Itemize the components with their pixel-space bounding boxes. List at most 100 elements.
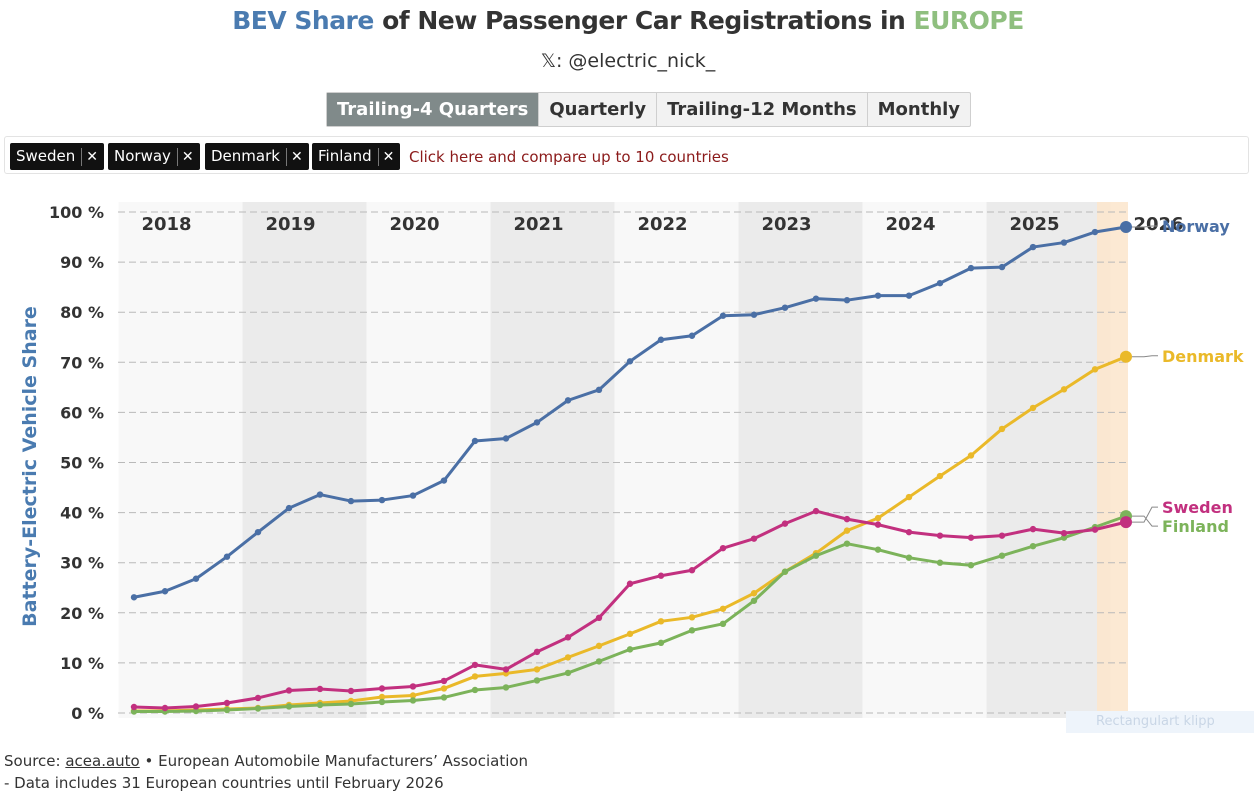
series-sweden: Sweden <box>130 498 1233 712</box>
snip-overlay: Rectangulart klipp <box>1066 711 1254 733</box>
data-point-denmark <box>1091 366 1099 373</box>
data-point-denmark <box>936 472 944 480</box>
year-band-2025 <box>986 202 1111 718</box>
data-point-sweden <box>843 515 851 523</box>
data-point-norway <box>1120 221 1132 234</box>
chip-label: Finland <box>318 147 372 165</box>
data-point-norway <box>285 504 293 512</box>
data-point-finland <box>595 658 603 665</box>
data-point-finland <box>688 627 696 634</box>
data-point-norway <box>161 588 169 595</box>
data-point-sweden <box>967 534 975 541</box>
data-point-denmark <box>378 693 386 701</box>
series-label-norway: Norway <box>1162 217 1230 236</box>
data-point-finland <box>719 620 727 628</box>
data-point-norway <box>223 553 231 560</box>
data-point-norway <box>316 491 324 498</box>
data-point-finland <box>192 707 200 715</box>
year-label: 2025 <box>1009 214 1059 235</box>
data-point-finland <box>1060 534 1068 541</box>
data-point-sweden <box>440 677 448 685</box>
year-label: 2020 <box>389 214 439 235</box>
close-icon[interactable]: ✕ <box>81 147 98 166</box>
data-point-norway <box>595 386 603 394</box>
tab-trailing-4-quarters[interactable]: Trailing-4 Quarters <box>327 93 540 126</box>
data-point-sweden <box>192 703 200 710</box>
close-icon[interactable]: ✕ <box>377 147 394 166</box>
year-band-2022 <box>614 202 739 718</box>
data-point-finland <box>905 554 913 561</box>
tab-monthly[interactable]: Monthly <box>877 99 961 120</box>
chip-label: Norway <box>114 147 171 165</box>
data-point-sweden <box>936 532 944 539</box>
y-tick-label: 0 % <box>71 704 104 723</box>
period-tabs: Trailing-4 Quarters Quarterly Trailing-1… <box>326 92 972 127</box>
data-point-norway <box>967 264 975 272</box>
source-link[interactable]: acea.auto <box>65 752 140 770</box>
data-point-finland <box>657 639 665 647</box>
chip-label: Sweden <box>16 147 76 165</box>
data-note: - Data includes 31 European countries un… <box>4 774 444 792</box>
data-point-finland <box>1029 542 1037 550</box>
source-note: Source: acea.auto • European Automobile … <box>4 750 528 794</box>
tab-quarterly[interactable]: Quarterly <box>539 93 658 126</box>
data-point-sweden <box>905 528 913 536</box>
data-point-norway <box>502 435 510 442</box>
data-point-norway <box>688 332 696 339</box>
data-point-norway <box>874 292 882 299</box>
data-point-norway <box>254 528 262 536</box>
title-europe: EUROPE <box>913 6 1025 35</box>
chip-norway: Norway ✕ <box>108 143 200 170</box>
tab-trailing-12-months[interactable]: Trailing-12 Months <box>657 93 868 126</box>
data-point-sweden <box>223 699 231 707</box>
data-point-finland <box>347 700 355 708</box>
year-band-2018 <box>118 202 243 718</box>
data-point-finland <box>874 546 882 553</box>
series-label-denmark: Denmark <box>1162 347 1244 366</box>
leader-line-finland <box>1132 515 1158 527</box>
y-tick-label: 20 % <box>60 604 104 623</box>
data-point-denmark <box>1029 404 1037 412</box>
data-point-sweden <box>750 535 758 542</box>
data-point-norway <box>905 292 913 299</box>
data-point-denmark <box>874 514 882 522</box>
year-band-2021 <box>490 202 615 718</box>
y-tick-label: 50 % <box>60 454 104 473</box>
data-point-sweden <box>1060 529 1068 537</box>
data-point-denmark <box>409 692 417 699</box>
data-point-sweden <box>564 634 572 641</box>
data-point-sweden <box>409 683 417 690</box>
data-point-finland <box>750 597 758 604</box>
data-point-norway <box>750 311 758 318</box>
close-icon[interactable]: ✕ <box>176 147 194 166</box>
data-point-finland <box>812 552 820 559</box>
y-tick-label: 10 % <box>60 654 104 673</box>
compare-countries-link[interactable]: Click here and compare up to 10 countrie… <box>409 148 729 166</box>
data-point-sweden <box>285 687 293 694</box>
data-point-sweden <box>688 567 696 574</box>
data-point-norway <box>347 497 355 505</box>
data-point-norway <box>1091 228 1099 236</box>
data-point-norway <box>564 397 572 404</box>
data-point-finland <box>254 705 262 712</box>
data-point-finland <box>316 701 324 709</box>
country-filter[interactable]: Sweden ✕ Norway ✕ Denmark ✕ Finland ✕ Cl… <box>4 136 1249 174</box>
author-handle: 𝕏: @electric_nick_ <box>540 50 716 72</box>
chip-denmark: Denmark ✕ <box>205 143 309 170</box>
data-point-finland <box>967 562 975 569</box>
year-label: 2019 <box>265 214 315 235</box>
data-point-denmark <box>564 654 572 661</box>
source-prefix: Source: <box>4 752 66 770</box>
data-point-finland <box>843 540 851 547</box>
data-point-sweden <box>378 685 386 692</box>
data-point-denmark <box>750 590 758 597</box>
close-icon[interactable]: ✕ <box>285 147 303 166</box>
data-point-finland <box>409 697 417 704</box>
data-point-denmark <box>595 642 603 650</box>
data-point-sweden <box>502 666 510 673</box>
chip-sweden: Sweden ✕ <box>10 143 105 170</box>
data-point-denmark <box>533 666 541 673</box>
year-label: 2021 <box>513 214 563 235</box>
latest-period-band <box>1097 202 1128 718</box>
year-band-2020 <box>366 202 491 718</box>
